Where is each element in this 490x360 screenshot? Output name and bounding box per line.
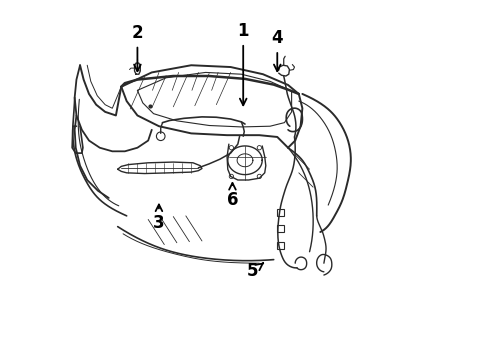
Text: 2: 2 <box>132 24 143 71</box>
Text: 5: 5 <box>246 262 263 280</box>
Text: 3: 3 <box>153 204 165 232</box>
Text: 4: 4 <box>271 30 283 71</box>
Text: 6: 6 <box>227 183 238 209</box>
Text: 1: 1 <box>238 22 249 105</box>
Bar <box>276 242 285 249</box>
Bar <box>276 209 285 216</box>
Bar <box>276 225 285 232</box>
